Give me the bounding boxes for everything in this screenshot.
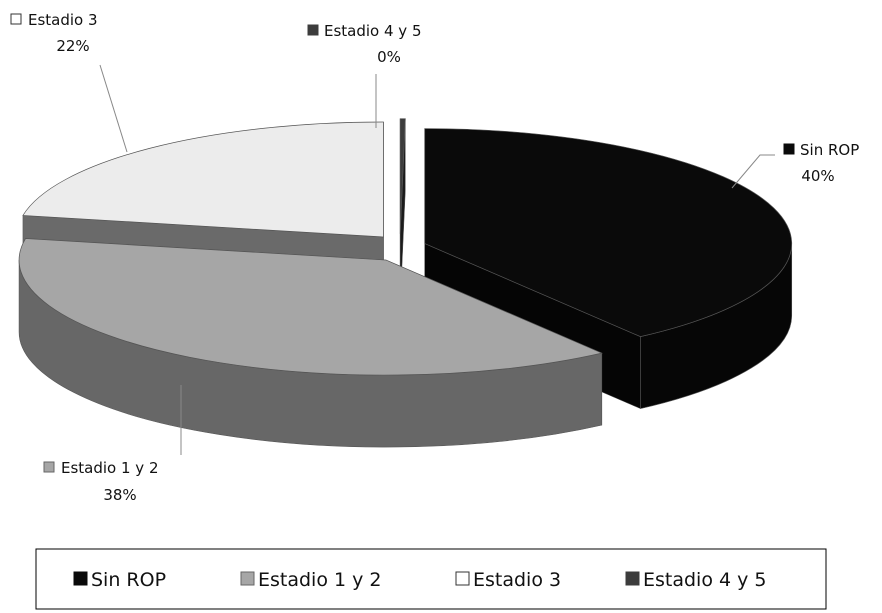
pie-slices bbox=[18, 118, 793, 448]
data-label-estadio-3: Estadio 3 22% bbox=[10, 11, 98, 55]
legend-label-sin-rop: Sin ROP bbox=[91, 569, 166, 591]
data-label-swatch-estadio-1-y-2 bbox=[43, 461, 55, 473]
pie-slice-estadio-1-y-2 bbox=[18, 238, 603, 448]
data-label-sin-rop: Sin ROP 40% bbox=[783, 141, 859, 185]
data-label-swatch-sin-rop bbox=[783, 143, 795, 155]
legend-item-estadio-3: Estadio 3 bbox=[455, 569, 561, 591]
data-label-pct-estadio-3: 22% bbox=[56, 37, 89, 55]
data-label-estadio-1-y-2: Estadio 1 y 2 38% bbox=[43, 459, 159, 504]
legend-item-estadio-4-y-5: Estadio 4 y 5 bbox=[625, 569, 767, 591]
legend-label-estadio-4-y-5: Estadio 4 y 5 bbox=[643, 569, 767, 591]
pie-slice-top-sin-rop bbox=[424, 128, 793, 337]
data-label-name-estadio-3: Estadio 3 bbox=[28, 11, 98, 29]
pie-slice-top-estadio-4-y-5 bbox=[399, 118, 406, 234]
legend-swatch-sin-rop bbox=[73, 571, 88, 586]
legend-label-estadio-3: Estadio 3 bbox=[473, 569, 561, 591]
legend-swatch-estadio-3 bbox=[455, 571, 470, 586]
pie-slice-top-estadio-3 bbox=[22, 121, 384, 238]
legend-item-estadio-1-y-2: Estadio 1 y 2 bbox=[240, 569, 382, 591]
legend-swatch-estadio-4-y-5 bbox=[625, 571, 640, 586]
pie-slice-top-estadio-1-y-2 bbox=[18, 238, 603, 376]
legend-label-estadio-1-y-2: Estadio 1 y 2 bbox=[258, 569, 382, 591]
legend-box bbox=[35, 548, 827, 610]
legend: Sin ROP Estadio 1 y 2 Estadio 3 Estadio … bbox=[35, 548, 827, 610]
data-label-swatch-estadio-3 bbox=[10, 13, 22, 25]
legend-item-sin-rop: Sin ROP bbox=[73, 569, 166, 591]
data-label-name-estadio-1-y-2: Estadio 1 y 2 bbox=[61, 459, 159, 477]
data-label-pct-estadio-1-y-2: 38% bbox=[103, 486, 136, 504]
data-label-name-sin-rop: Sin ROP bbox=[800, 141, 859, 159]
pie-slice-estadio-4-y-5 bbox=[399, 118, 406, 306]
data-label-name-estadio-4-y-5: Estadio 4 y 5 bbox=[324, 22, 422, 40]
data-label-pct-estadio-4-y-5: 0% bbox=[377, 48, 401, 66]
data-label-estadio-4-y-5: Estadio 4 y 5 0% bbox=[307, 22, 422, 66]
leader-lines bbox=[99, 64, 775, 455]
data-label-swatch-estadio-4-y-5 bbox=[307, 24, 319, 36]
leader-line-sin-rop bbox=[731, 154, 775, 189]
leader-line-estadio-3 bbox=[99, 64, 128, 153]
data-label-pct-sin-rop: 40% bbox=[801, 167, 834, 185]
legend-swatch-estadio-1-y-2 bbox=[240, 571, 255, 586]
